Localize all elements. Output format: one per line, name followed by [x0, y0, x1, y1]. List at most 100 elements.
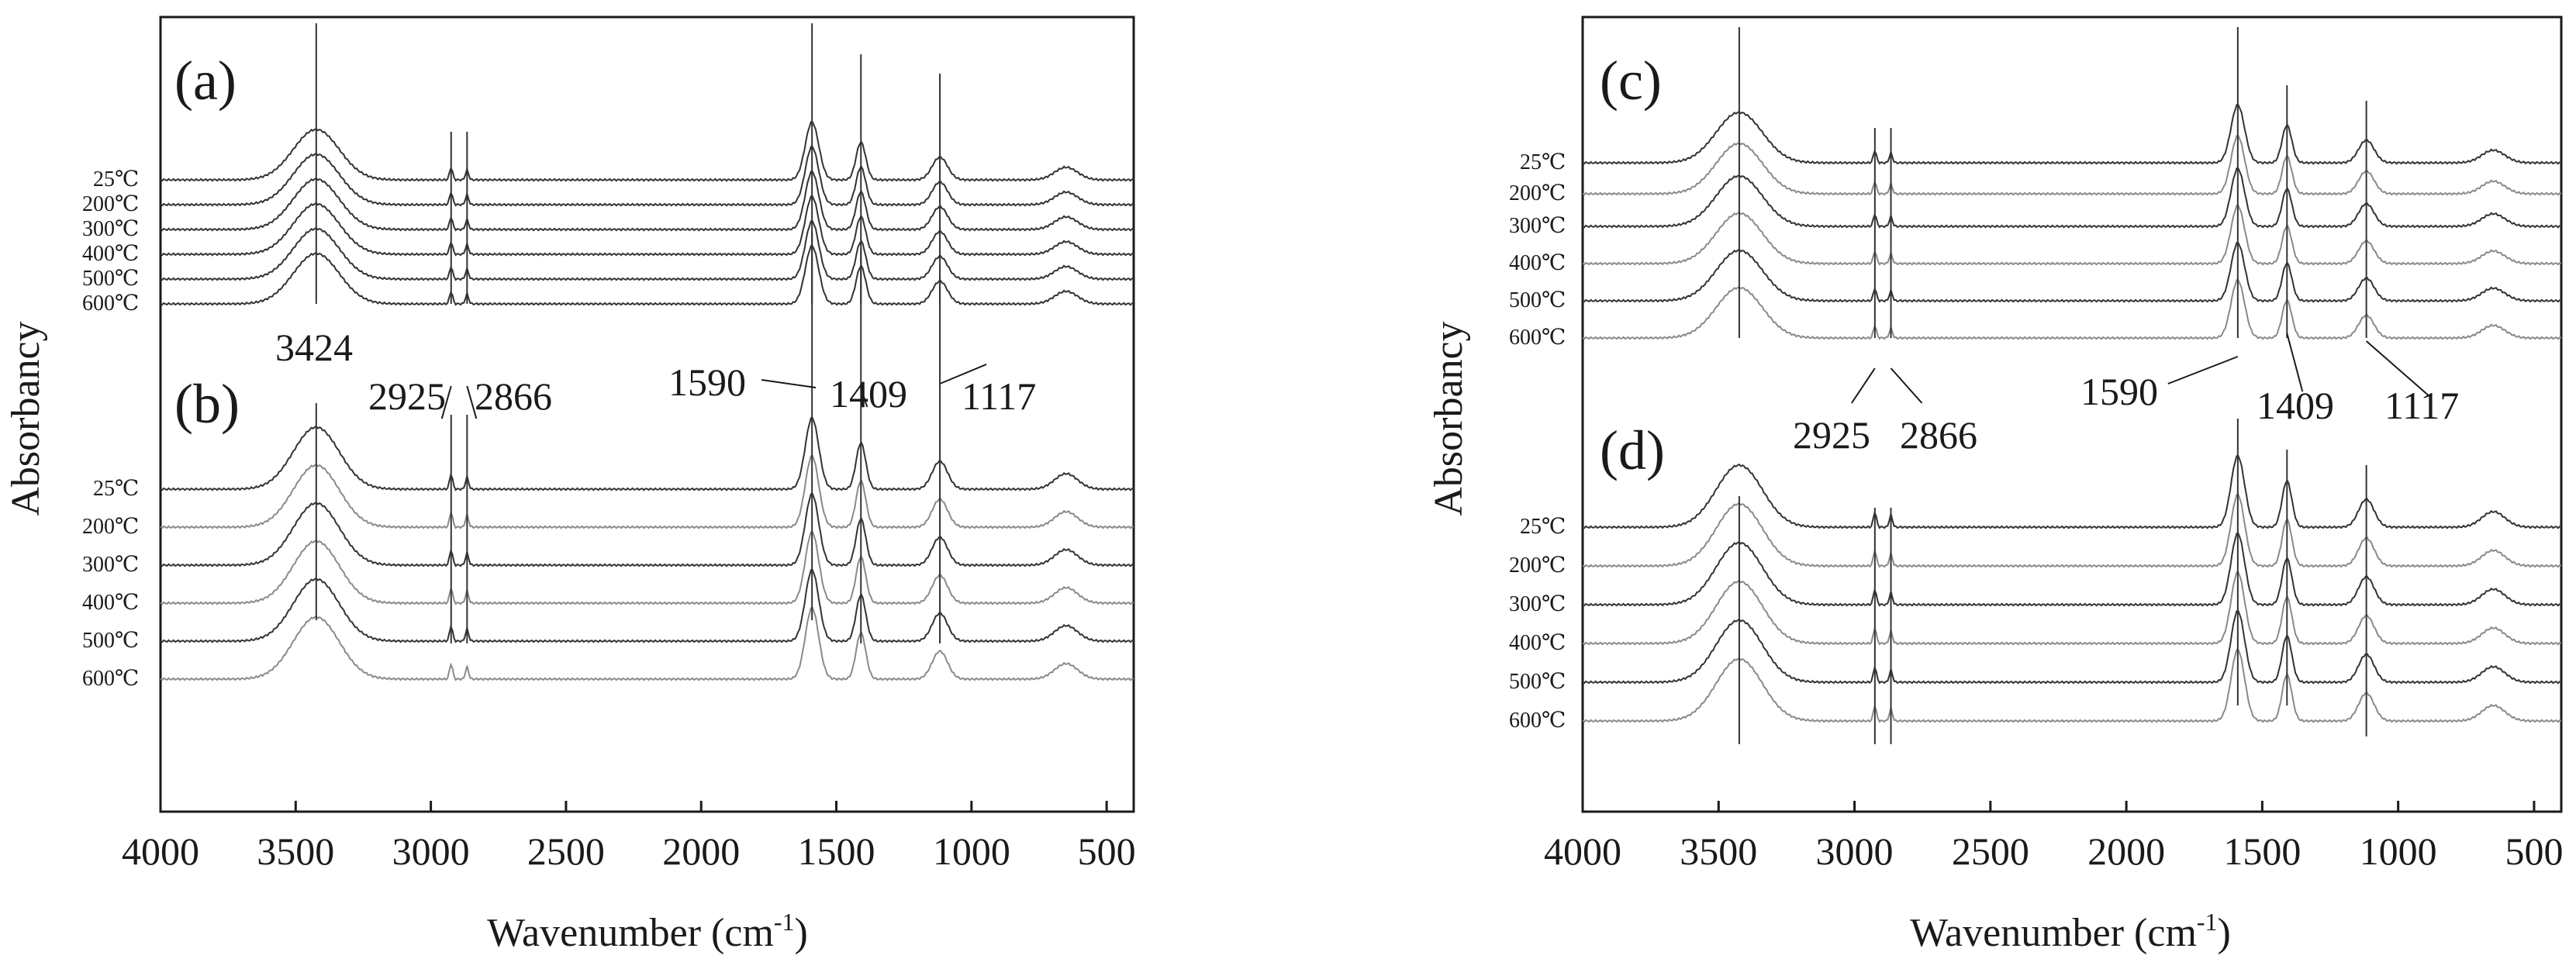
- right-y-axis-title: Absorbancy: [1427, 321, 1471, 516]
- spectrum-line: [1582, 610, 2562, 685]
- temp-label: 300℃: [1509, 214, 1566, 238]
- x-tick-label: 1000: [933, 829, 1010, 873]
- temp-label: 25℃: [93, 167, 139, 191]
- temp-label: 200℃: [1509, 554, 1566, 578]
- annotation-arrow: [1890, 367, 1923, 404]
- left-y-axis-title: Absorbancy: [4, 321, 48, 516]
- x-tick-label: 1000: [2360, 829, 2437, 873]
- peak-label-1117: 1117: [2384, 384, 2459, 427]
- x-tick-label: 4000: [1544, 829, 1621, 873]
- annotation-arrow: [2286, 333, 2304, 392]
- spectrum-line: [1582, 242, 2562, 303]
- peak-label-1409: 1409: [830, 372, 907, 416]
- right-peak-guide-lines: [1738, 27, 2367, 744]
- temp-label: 200℃: [82, 192, 139, 216]
- left-spectra: [160, 121, 1134, 681]
- temp-label: 600℃: [82, 291, 139, 316]
- peak-label-1117: 1117: [962, 374, 1036, 418]
- spectrum-line: [160, 146, 1134, 207]
- spectrum-line: [1582, 279, 2562, 340]
- x-tick-label: 2000: [2087, 829, 2165, 873]
- spectrum-line: [1582, 649, 2562, 723]
- temp-label: 200℃: [1509, 181, 1566, 205]
- spectrum-line: [160, 493, 1134, 567]
- temp-label: 600℃: [1509, 326, 1566, 350]
- temp-label: 400℃: [82, 591, 139, 615]
- spectrum-line: [160, 220, 1134, 281]
- x-tick-label: 2000: [662, 829, 740, 873]
- annotation-arrow: [466, 385, 478, 419]
- x-tick-label: 500: [1078, 829, 1136, 873]
- spectrum-line: [160, 121, 1134, 182]
- right-annotation-arrows: [1851, 333, 2429, 404]
- spectrum-line: [160, 417, 1134, 491]
- temp-label: 500℃: [1509, 670, 1566, 694]
- x-tick-label: 2500: [1952, 829, 2029, 873]
- x-tick-label: 1500: [2223, 829, 2301, 873]
- spectrum-line: [160, 569, 1134, 643]
- temp-label: 300℃: [82, 553, 139, 577]
- x-tick-label: 500: [2505, 829, 2563, 873]
- right-chart: 4000 3500 3000 2500 2000 1500 1000 500 (c) (d) …: [1427, 16, 2563, 955]
- x-tick-label: 1500: [798, 829, 875, 873]
- x-tick-label: 2500: [527, 829, 605, 873]
- spectrum-line: [1582, 494, 2562, 568]
- left-peak-guide-lines: [315, 23, 941, 643]
- spectrum-line: [1582, 205, 2562, 266]
- temp-label: 600℃: [1509, 709, 1566, 733]
- temp-label: 25℃: [1520, 515, 1566, 539]
- temp-label: 300℃: [82, 217, 139, 241]
- right-x-axis-title: Wavenumber (cm-1): [1910, 908, 2231, 955]
- spectrum-line: [160, 195, 1134, 257]
- left-annotation-arrows: [440, 364, 987, 419]
- annotation-arrow: [440, 385, 452, 419]
- temp-label: 25℃: [1520, 150, 1566, 174]
- temp-label: 300℃: [1509, 592, 1566, 616]
- peak-label-1409: 1409: [2257, 384, 2334, 427]
- spectrum-line: [1582, 135, 2562, 196]
- spectrum-line: [160, 607, 1134, 681]
- left-chart: 4000 3500 3000 2500 2000 1500 1000 500 (a) (b) …: [4, 16, 1136, 955]
- spectrum-line: [1582, 104, 2562, 165]
- temp-label: 500℃: [82, 267, 139, 291]
- panel-label-c: (c): [1600, 50, 1662, 112]
- x-tick-label: 3000: [392, 829, 470, 873]
- left-plot-frame: [159, 16, 1135, 813]
- spectrum-line: [1582, 533, 2562, 607]
- right-x-axis-ticks: 4000 3500 3000 2500 2000 1500 1000 500: [1544, 801, 2563, 873]
- annotation-arrow: [860, 387, 868, 408]
- peak-label-1590: 1590: [2080, 370, 2158, 413]
- spectrum-line: [1582, 571, 2562, 646]
- spectrum-line: [160, 531, 1134, 605]
- temp-label: 400℃: [1509, 631, 1566, 655]
- left-x-axis-ticks: 4000 3500 3000 2500 2000 1500 1000 500: [122, 801, 1136, 873]
- temp-label: 500℃: [1509, 288, 1566, 312]
- temp-label: 25℃: [93, 477, 139, 501]
- temp-label: 400℃: [1509, 251, 1566, 275]
- spectrum-line: [1582, 167, 2562, 229]
- peak-label-2866: 2866: [475, 374, 552, 418]
- x-tick-label: 3500: [1680, 829, 1757, 873]
- spectrum-line: [1582, 455, 2562, 529]
- panel-label-a: (a): [174, 50, 237, 112]
- panel-label-b: (b): [174, 373, 240, 435]
- x-tick-label: 3500: [257, 829, 334, 873]
- annotation-arrow: [1851, 367, 1876, 404]
- x-tick-label: 4000: [122, 829, 199, 873]
- annotation-arrow: [761, 379, 817, 388]
- peak-label-3424: 3424: [275, 326, 353, 369]
- peak-label-2925: 2925: [368, 374, 446, 418]
- left-x-axis-title: Wavenumber (cm-1): [487, 908, 808, 955]
- peak-label-2866: 2866: [1900, 413, 1977, 457]
- temp-label: 600℃: [82, 667, 139, 691]
- temp-label: 400℃: [82, 242, 139, 266]
- peak-label-2925: 2925: [1793, 413, 1870, 457]
- annotation-arrow: [2167, 356, 2239, 385]
- annotation-arrow: [2365, 340, 2429, 396]
- right-plot-frame: [1581, 16, 2563, 813]
- panel-label-d: (d): [1600, 419, 1665, 481]
- temp-label: 200℃: [82, 515, 139, 539]
- spectrum-line: [160, 455, 1134, 529]
- temp-label: 500℃: [82, 629, 139, 653]
